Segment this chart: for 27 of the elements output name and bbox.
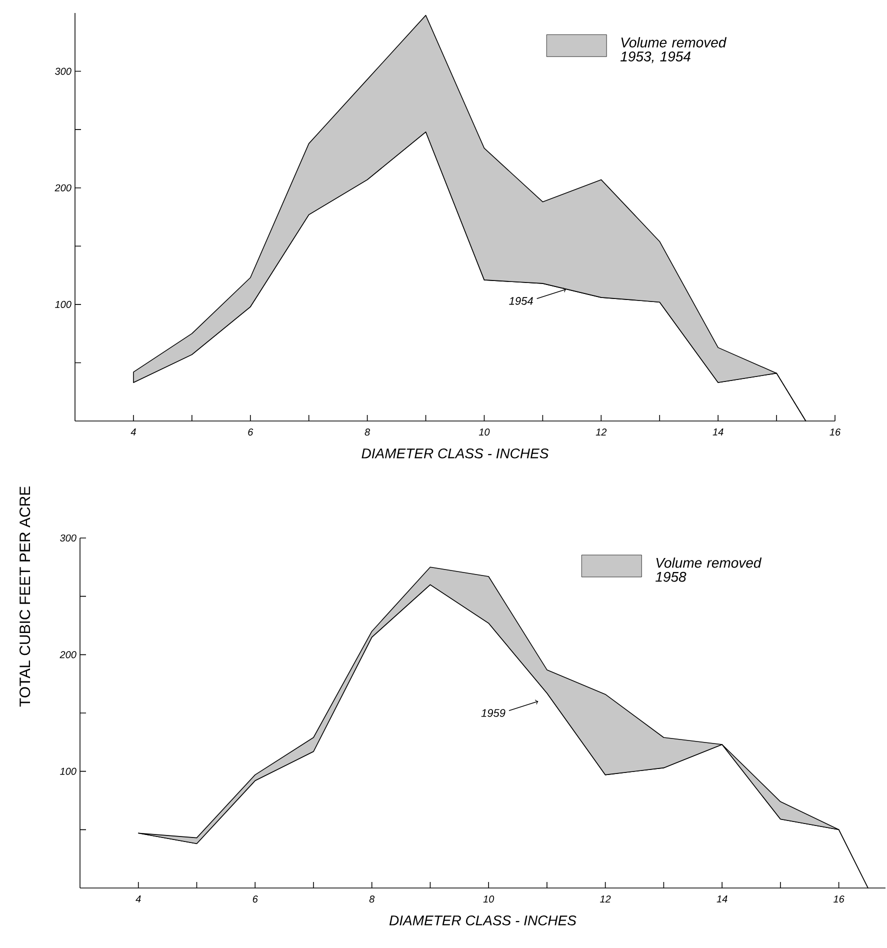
x-axis-title: DIAMETER CLASS - INCHES xyxy=(389,915,576,926)
x-tick-label: 10 xyxy=(478,428,490,436)
y-axis-title: TOTAL CUBIC FEET PER ACRE xyxy=(20,486,30,707)
x-tick-label: 6 xyxy=(252,896,258,903)
y-tick-label: 100 xyxy=(55,300,72,308)
x-tick-label: 8 xyxy=(369,896,375,903)
y-tick-label: 200 xyxy=(60,651,76,658)
x-tick-label: 12 xyxy=(596,428,607,436)
y-tick-label: 300 xyxy=(60,534,76,542)
y-tick-label: 100 xyxy=(60,768,76,775)
x-axis-title: DIAMETER CLASS - INCHES xyxy=(362,448,549,458)
x-tick-label: 14 xyxy=(712,428,724,436)
x-tick-label: 4 xyxy=(130,428,136,436)
x-tick-label: 4 xyxy=(136,896,141,902)
x-tick-label: 8 xyxy=(364,428,370,436)
annotation: 1959 xyxy=(481,709,506,717)
y-tick-label: 300 xyxy=(55,68,72,75)
x-tick-label: 10 xyxy=(483,896,494,903)
legend-label: Volume removed 1953, 1954 xyxy=(620,37,727,64)
legend-label: Volume removed 1958 xyxy=(656,558,762,582)
x-tick-label: 16 xyxy=(830,428,841,436)
x-tick-label: 16 xyxy=(834,896,844,903)
annotation: 1954 xyxy=(509,297,533,305)
y-tick-label: 200 xyxy=(54,184,72,192)
x-tick-label: 6 xyxy=(248,428,254,436)
x-tick-label: 14 xyxy=(716,896,728,902)
x-tick-label: 12 xyxy=(600,896,611,903)
